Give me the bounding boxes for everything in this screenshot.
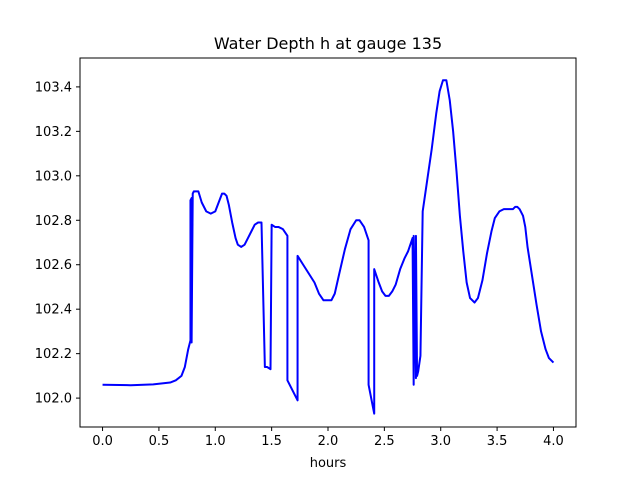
x-axis-ticks: 0.0 0.5 1.0 1.5 2.0 2.5 3.0 3.5 4.0 xyxy=(92,427,564,449)
x-tick-label: 2.5 xyxy=(374,434,395,449)
y-tick-label: 103.4 xyxy=(35,80,72,95)
x-tick-label: 3.5 xyxy=(487,434,508,449)
x-tick-label: 4.0 xyxy=(543,434,564,449)
y-tick-label: 103.2 xyxy=(35,125,72,140)
y-tick-label: 102.6 xyxy=(35,258,72,273)
chart-title: Water Depth h at gauge 135 xyxy=(214,34,442,53)
y-tick-label: 103.0 xyxy=(35,169,72,184)
y-tick-label: 102.4 xyxy=(35,303,72,318)
y-axis-ticks: 102.0 102.2 102.4 102.6 102.8 103.0 103.2 103.4 xyxy=(35,80,80,407)
y-tick-label: 102.0 xyxy=(35,392,72,407)
x-tick-label: 3.0 xyxy=(430,434,451,449)
x-tick-label: 1.0 xyxy=(205,434,226,449)
y-tick-label: 102.8 xyxy=(35,214,72,229)
x-tick-label: 0.5 xyxy=(149,434,170,449)
series-line-0 xyxy=(102,79,555,415)
x-tick-label: 2.0 xyxy=(318,434,339,449)
y-tick-label: 102.2 xyxy=(35,347,72,362)
x-axis-label: hours xyxy=(310,456,347,471)
series-line-group xyxy=(102,79,555,415)
x-tick-label: 1.5 xyxy=(261,434,282,449)
x-tick-label: 0.0 xyxy=(92,434,113,449)
